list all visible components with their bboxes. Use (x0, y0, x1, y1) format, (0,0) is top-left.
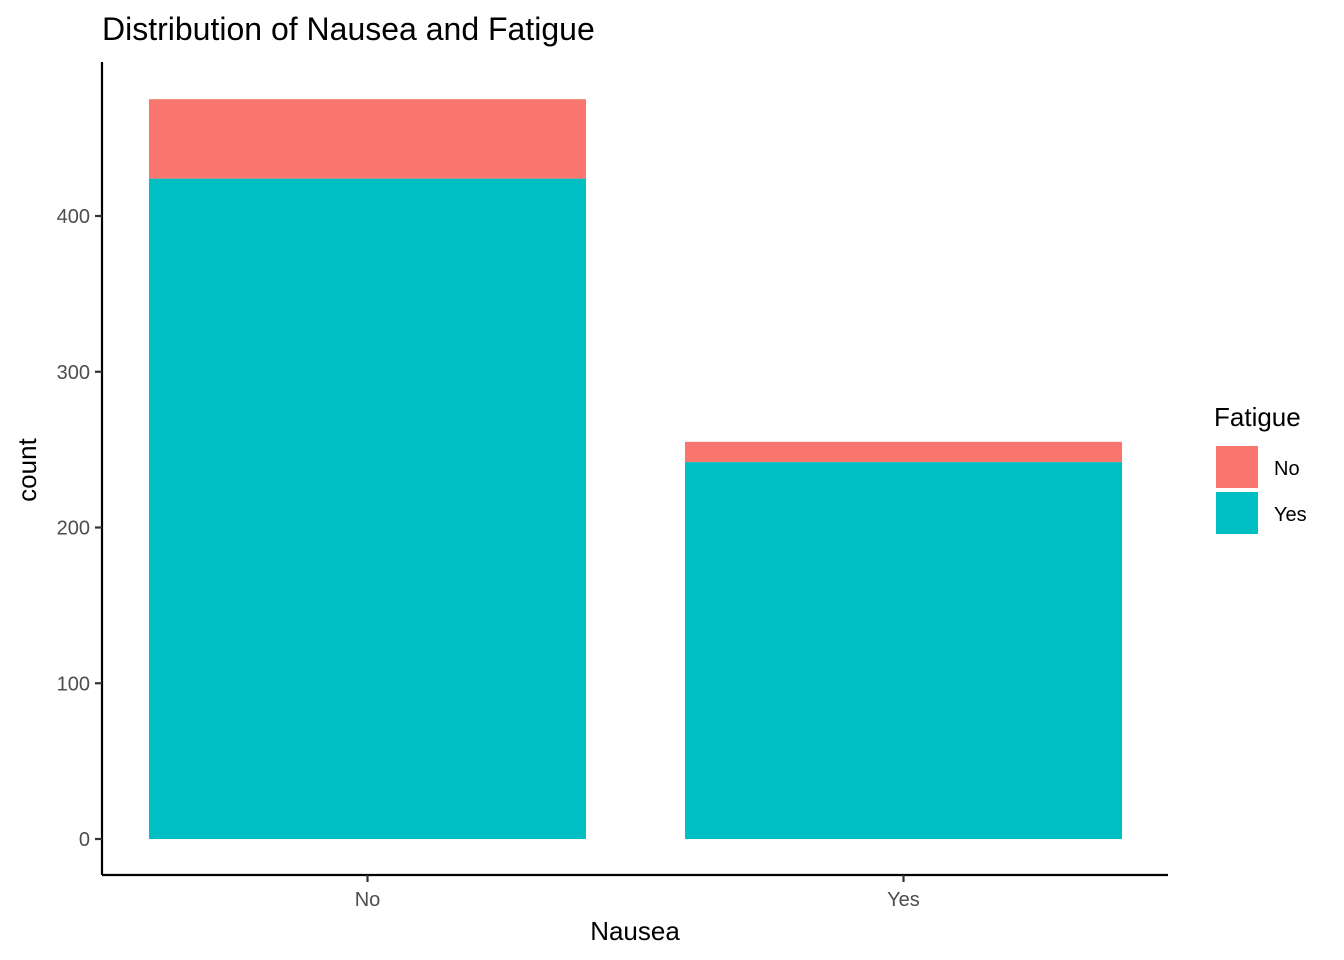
bar-yes-fatigue-no (684, 441, 1123, 463)
legend-key-yes (1216, 492, 1258, 534)
bar-yes-fatigue-yes (684, 462, 1123, 839)
x-axis-title: Nausea (590, 916, 680, 946)
y-tick-label: 300 (57, 362, 90, 384)
legend-label-no: No (1274, 458, 1300, 480)
y-tick-label: 100 (57, 673, 90, 695)
x-tick-label-no: No (355, 889, 381, 911)
chart-title: Distribution of Nausea and Fatigue (102, 11, 595, 47)
bar-no-fatigue-no (148, 99, 587, 179)
x-axis: No Yes (102, 873, 1168, 911)
y-axis: 0 100 200 300 400 (57, 62, 104, 875)
y-tick-label: 400 (57, 206, 90, 228)
legend: Fatigue No Yes (1214, 402, 1307, 534)
legend-key-no (1216, 446, 1258, 488)
y-tick-label: 200 (57, 518, 90, 540)
y-tick-label: 0 (79, 829, 90, 851)
bars-group (148, 99, 1123, 839)
legend-label-yes: Yes (1274, 504, 1307, 526)
legend-title: Fatigue (1214, 402, 1301, 432)
x-tick-label-yes: Yes (887, 889, 920, 911)
y-axis-title: count (12, 437, 42, 501)
bar-no-fatigue-yes (148, 178, 587, 839)
